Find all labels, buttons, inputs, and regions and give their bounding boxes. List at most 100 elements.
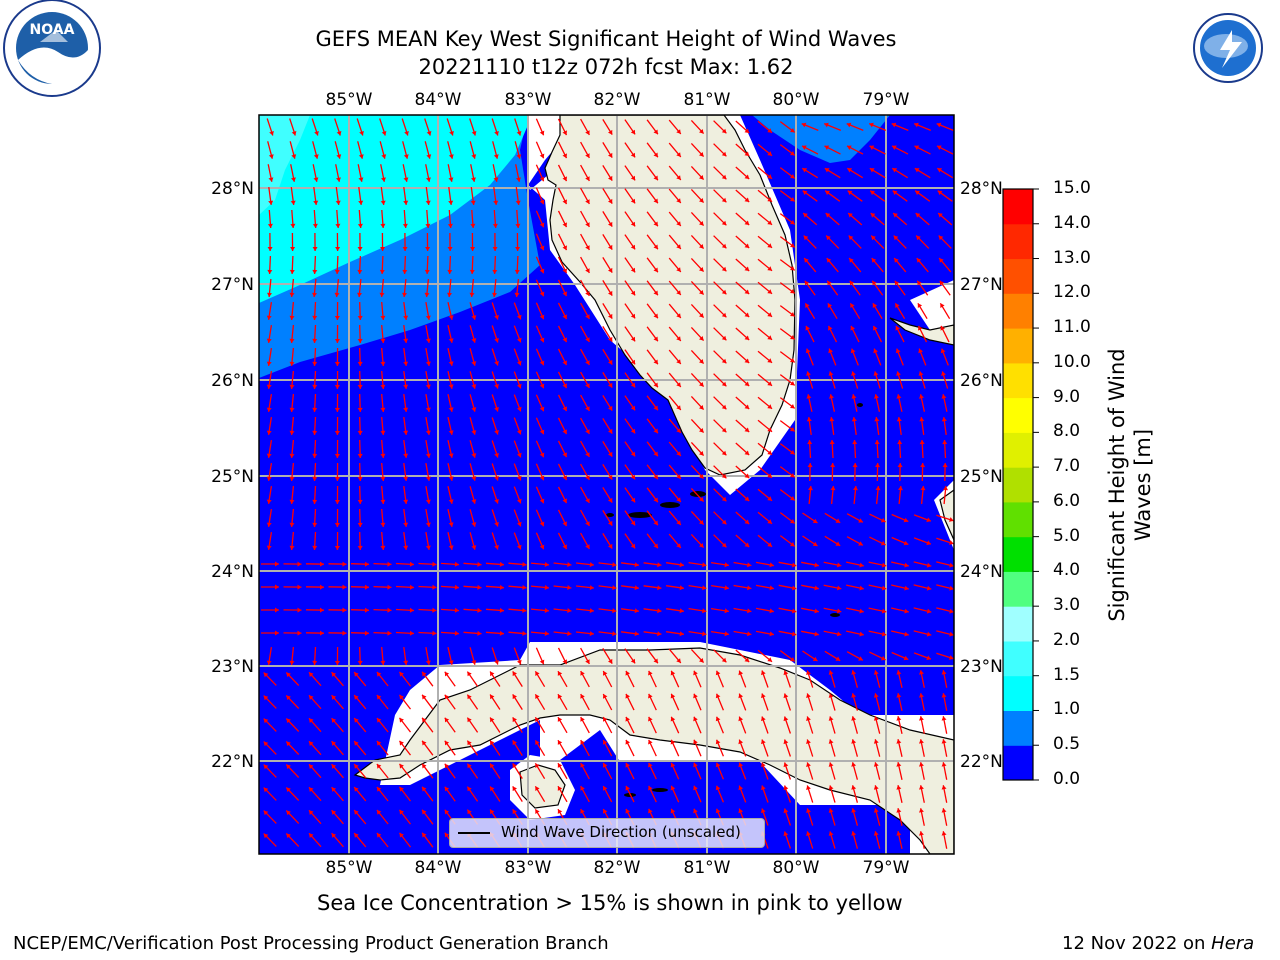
wave-arrow-head-784: [467, 694, 472, 700]
wave-arrow-head-735: [767, 657, 772, 662]
wave-arrow-head-699: [657, 631, 662, 637]
wave-arrow-head-888: [715, 762, 721, 768]
wave-arrow-head-94: [290, 200, 296, 205]
wave-arrow-head-112: [699, 198, 704, 203]
wave-arrow-head-357: [630, 382, 636, 388]
wave-arrow-head-898: [941, 762, 947, 767]
wave-arrow-head-519: [790, 496, 795, 501]
wave-arrow-head-869: [286, 764, 291, 770]
wave-arrow-head-105: [539, 199, 545, 205]
wave-arrow-head-472: [425, 476, 431, 481]
wave-arrow-head-131: [425, 223, 431, 228]
wave-arrow-head-877: [467, 763, 472, 769]
wave-arrow-head-719: [403, 660, 409, 665]
wave-arrow-head-35: [358, 154, 364, 159]
wave-arrow-head-167: [539, 245, 545, 251]
wave-arrow-head-742: [926, 655, 931, 661]
wave-arrow-head-127: [335, 223, 341, 228]
wave-arrow-head-730: [653, 658, 658, 664]
wave-arrow-head-929: [941, 785, 947, 790]
wave-arrow-head-766: [761, 670, 766, 676]
wave-arrow-head-712: [949, 631, 954, 637]
wave-arrow-head-664: [567, 608, 572, 613]
wave-arrow-head-800: [828, 693, 834, 698]
wave-arrow-head-589: [275, 561, 279, 567]
wave-arrow-head-177: [767, 243, 772, 248]
wave-arrow-head-536: [471, 522, 477, 527]
colorbar-band-12: [1003, 328, 1033, 364]
wave-arrow-head-203: [653, 267, 658, 273]
wave-arrow-head-333: [790, 358, 795, 363]
wave-arrow-head-69: [426, 177, 431, 182]
wave-arrow-head-875: [422, 763, 427, 769]
colorbar-tick-label-14: 12.0: [1053, 282, 1091, 303]
wave-arrow-head-834: [896, 716, 902, 721]
wave-arrow-head-534: [425, 522, 431, 527]
wave-arrow-head-210: [804, 258, 809, 263]
wave-arrow-head-162: [425, 247, 431, 251]
wave-arrow-head-402: [941, 394, 947, 399]
wave-arrow-head-578: [721, 542, 727, 548]
wave-arrow-head-628: [454, 584, 459, 590]
wave-arrow-head-307: [895, 325, 900, 331]
wave-arrow-head-407: [357, 430, 363, 435]
wave-arrow-head-599: [499, 561, 504, 567]
colorbar-band-6: [1003, 536, 1033, 572]
wave-arrow-head-78: [630, 175, 636, 181]
wave-arrow-head-646: [859, 585, 864, 591]
wave-arrow-head-37: [403, 154, 409, 159]
wave-arrow-head-82: [721, 174, 727, 180]
wave-arrow-head-649: [926, 585, 932, 591]
wave-arrow-head-173: [676, 244, 681, 249]
colorbar-band-10: [1003, 397, 1033, 433]
wave-arrow-head-149: [825, 213, 831, 218]
wave-arrow-head-342: [289, 384, 295, 389]
wave-arrow-head-238: [744, 289, 750, 294]
wave-arrow-head-548: [744, 519, 750, 524]
wave-arrow-head-215: [916, 258, 922, 263]
wave-arrow-head-492: [875, 463, 881, 468]
wave-arrow-head-835: [919, 716, 924, 721]
wave-arrow-head-275: [872, 303, 878, 308]
wave-arrow-head-1: [291, 131, 297, 136]
wave-arrow-head-584: [858, 541, 863, 546]
wave-arrow-head-384: [539, 406, 545, 412]
wave-arrow-head-508: [539, 498, 545, 504]
wave-arrow-head-645: [836, 585, 842, 591]
wave-arrow-head-76: [585, 176, 590, 181]
colorbar-tick-label-2: 1.0: [1053, 699, 1081, 720]
wave-arrow-head-476: [517, 475, 522, 481]
wave-arrow-head-905: [399, 786, 404, 792]
wave-arrow-head-564: [403, 545, 409, 550]
wave-arrow-head-700: [679, 631, 684, 637]
wave-arrow-head-298: [699, 336, 704, 341]
wave-arrow-head-88: [847, 168, 853, 173]
wave-arrow-head-552: [835, 518, 841, 523]
wave-arrow-head-795: [715, 693, 721, 699]
wave-arrow-head-655: [364, 607, 369, 613]
wave-arrow-head-764: [715, 670, 721, 676]
wave-arrow-head-841: [354, 741, 359, 746]
wave-arrow-head-285: [403, 338, 409, 343]
wave-arrow-head-299: [721, 335, 727, 341]
wave-arrow-head-760: [625, 670, 630, 676]
wave-arrow-head-748: [354, 672, 359, 677]
wave-arrow-head-895: [873, 762, 879, 767]
wave-arrow-head-251: [334, 316, 340, 320]
wave-arrow-head-335: [828, 348, 833, 354]
wave-arrow-head-225: [447, 292, 452, 297]
wave-arrow-head-154: [938, 213, 943, 218]
wave-arrow-head-767: [783, 670, 789, 676]
wave-arrow-head-772: [896, 670, 902, 675]
wave-arrow-head-13: [562, 130, 567, 136]
wave-arrow-head-41: [493, 154, 499, 159]
wave-arrow-head-491: [852, 463, 858, 468]
wave-arrow-head-56: [824, 145, 830, 150]
wave-arrow-head-624: [364, 584, 369, 590]
wave-arrow-head-525: [920, 486, 926, 491]
wave-arrow-head-213: [871, 258, 877, 263]
colorbar-tick-label-1: 0.5: [1053, 734, 1081, 755]
wave-arrow-head-495: [942, 463, 948, 468]
wave-arrow-head-914: [603, 786, 608, 791]
wave-arrow-head-302: [790, 335, 795, 340]
